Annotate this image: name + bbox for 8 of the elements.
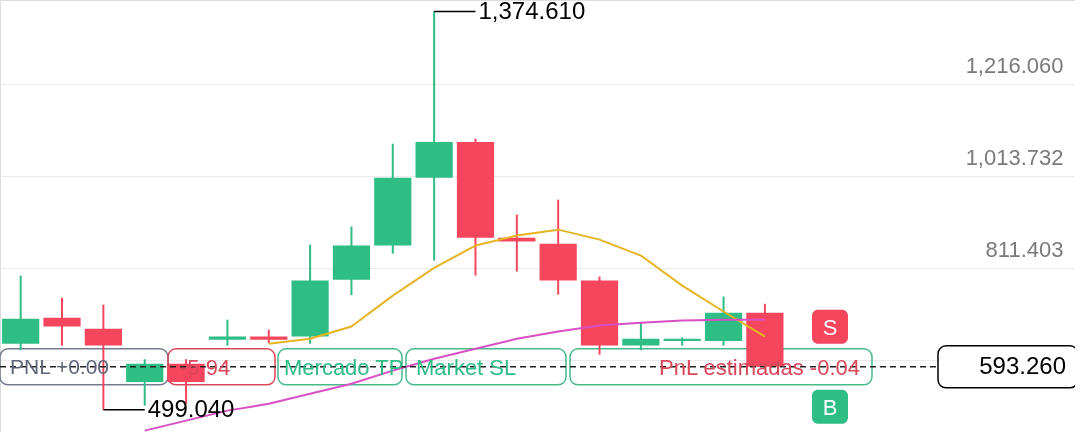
y-tick-label: 811.403 bbox=[985, 237, 1064, 263]
annotation: S bbox=[822, 314, 838, 340]
annotation: 499.040 bbox=[147, 394, 235, 422]
ref-line-label: 593.260 bbox=[979, 351, 1066, 379]
y-tick-label: 1,216.060 bbox=[965, 53, 1064, 79]
annotation: B bbox=[822, 394, 838, 420]
annotation: 1,374.610 bbox=[478, 0, 586, 24]
y-tick-label: 1,013.732 bbox=[965, 145, 1064, 171]
